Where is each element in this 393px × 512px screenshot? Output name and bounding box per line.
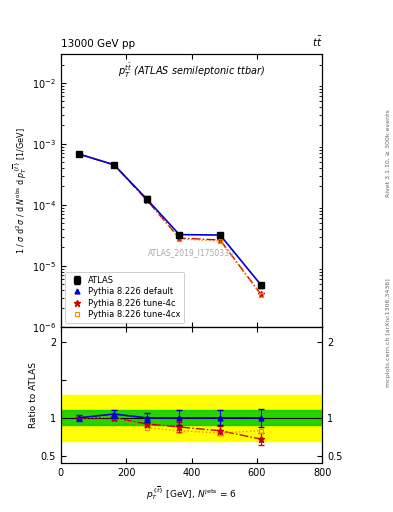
Pythia 8.226 tune-4c bbox=[112, 162, 116, 168]
Text: $p_T^{t\bar{t}}$ (ATLAS semileptonic ttbar): $p_T^{t\bar{t}}$ (ATLAS semileptonic ttb… bbox=[118, 62, 265, 80]
Pythia 8.226 default bbox=[259, 282, 263, 288]
Pythia 8.226 tune-4c bbox=[259, 291, 263, 297]
Text: mcplots.cern.ch [arXiv:1306.3436]: mcplots.cern.ch [arXiv:1306.3436] bbox=[386, 279, 391, 387]
Pythia 8.226 tune-4cx bbox=[218, 238, 222, 244]
Pythia 8.226 default bbox=[218, 232, 222, 238]
X-axis label: $p^{\{\overline{t}\}}_T$ [GeV], $N^\mathsf{jets}$ = 6: $p^{\{\overline{t}\}}_T$ [GeV], $N^\math… bbox=[146, 484, 237, 502]
Pythia 8.226 tune-4c bbox=[77, 151, 81, 157]
Pythia 8.226 tune-4cx bbox=[144, 196, 149, 202]
Pythia 8.226 tune-4cx bbox=[177, 236, 182, 242]
Pythia 8.226 default bbox=[77, 151, 81, 157]
Text: Rivet 3.1.10, ≥ 300k events: Rivet 3.1.10, ≥ 300k events bbox=[386, 110, 391, 198]
Line: Pythia 8.226 tune-4c: Pythia 8.226 tune-4c bbox=[76, 151, 264, 297]
Text: 13000 GeV pp: 13000 GeV pp bbox=[61, 38, 135, 49]
Text: ATLAS_2019_I1750330: ATLAS_2019_I1750330 bbox=[148, 249, 235, 258]
Line: Pythia 8.226 tune-4cx: Pythia 8.226 tune-4cx bbox=[77, 152, 263, 297]
Pythia 8.226 default bbox=[112, 162, 116, 168]
Pythia 8.226 tune-4c bbox=[218, 237, 222, 243]
Pythia 8.226 default bbox=[144, 196, 149, 202]
Legend: ATLAS, Pythia 8.226 default, Pythia 8.226 tune-4c, Pythia 8.226 tune-4cx: ATLAS, Pythia 8.226 default, Pythia 8.22… bbox=[65, 272, 184, 323]
Pythia 8.226 tune-4c bbox=[177, 235, 182, 241]
Y-axis label: Ratio to ATLAS: Ratio to ATLAS bbox=[29, 362, 38, 428]
Text: $t\bar{t}$: $t\bar{t}$ bbox=[312, 34, 322, 49]
Pythia 8.226 tune-4cx bbox=[77, 151, 81, 157]
Pythia 8.226 tune-4cx bbox=[259, 292, 263, 298]
Pythia 8.226 tune-4c bbox=[144, 197, 149, 203]
Y-axis label: 1 / $\sigma$ d$^2\sigma$ / d $N^\mathsf{obs}$ d $p^{\{\overline{t}\}}_T$ [1/GeV]: 1 / $\sigma$ d$^2\sigma$ / d $N^\mathsf{… bbox=[11, 127, 29, 253]
Line: Pythia 8.226 default: Pythia 8.226 default bbox=[77, 152, 263, 287]
Pythia 8.226 tune-4cx bbox=[112, 162, 116, 168]
Pythia 8.226 default bbox=[177, 231, 182, 238]
